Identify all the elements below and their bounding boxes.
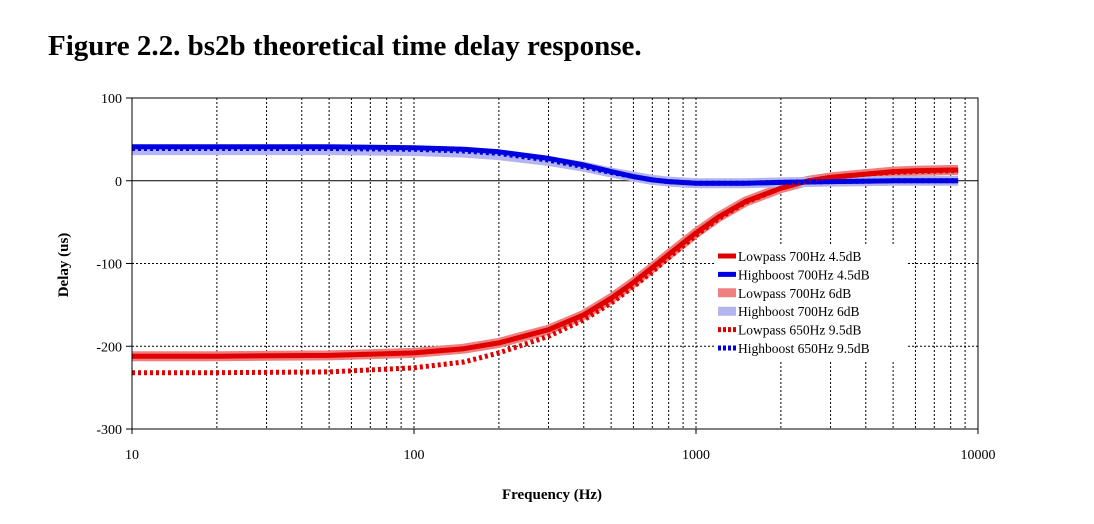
legend-entry: Lowpass 700Hz 6dB xyxy=(738,286,851,301)
legend-entry: Highboost 700Hz 6dB xyxy=(738,304,860,319)
y-tick-label: 100 xyxy=(101,92,122,107)
legend-entry: Highboost 650Hz 9.5dB xyxy=(738,341,870,356)
legend-entry: Lowpass 700Hz 4.5dB xyxy=(738,249,861,264)
legend-entry: Lowpass 650Hz 9.5dB xyxy=(738,323,861,338)
axes: -300 -200 -100 0 100 10 100 1000 10000 xyxy=(96,92,995,463)
x-tick-label: 10 xyxy=(125,448,139,463)
y-tick-label: 0 xyxy=(115,175,122,190)
series-line xyxy=(132,146,959,186)
x-tick-label: 10000 xyxy=(961,448,996,463)
x-tick-label: 100 xyxy=(404,448,425,463)
legend-background xyxy=(714,245,906,362)
figure-title: Figure 2.2. bs2b theoretical time delay … xyxy=(48,30,642,62)
series-layer xyxy=(132,144,959,376)
series-line xyxy=(132,168,959,376)
x-axis-label: Frequency (Hz) xyxy=(502,487,602,503)
y-tick-label: -100 xyxy=(96,258,122,273)
y-axis-label: Delay (us) xyxy=(56,233,72,298)
series-line xyxy=(132,144,959,186)
y-tick-label: -200 xyxy=(96,340,122,355)
legend-entry: Highboost 700Hz 4.5dB xyxy=(738,267,870,282)
y-tick-label: -300 xyxy=(96,423,122,438)
legend: Lowpass 700Hz 4.5dB Highboost 700Hz 4.5dB… xyxy=(714,245,906,362)
x-tick-label: 1000 xyxy=(682,448,710,463)
